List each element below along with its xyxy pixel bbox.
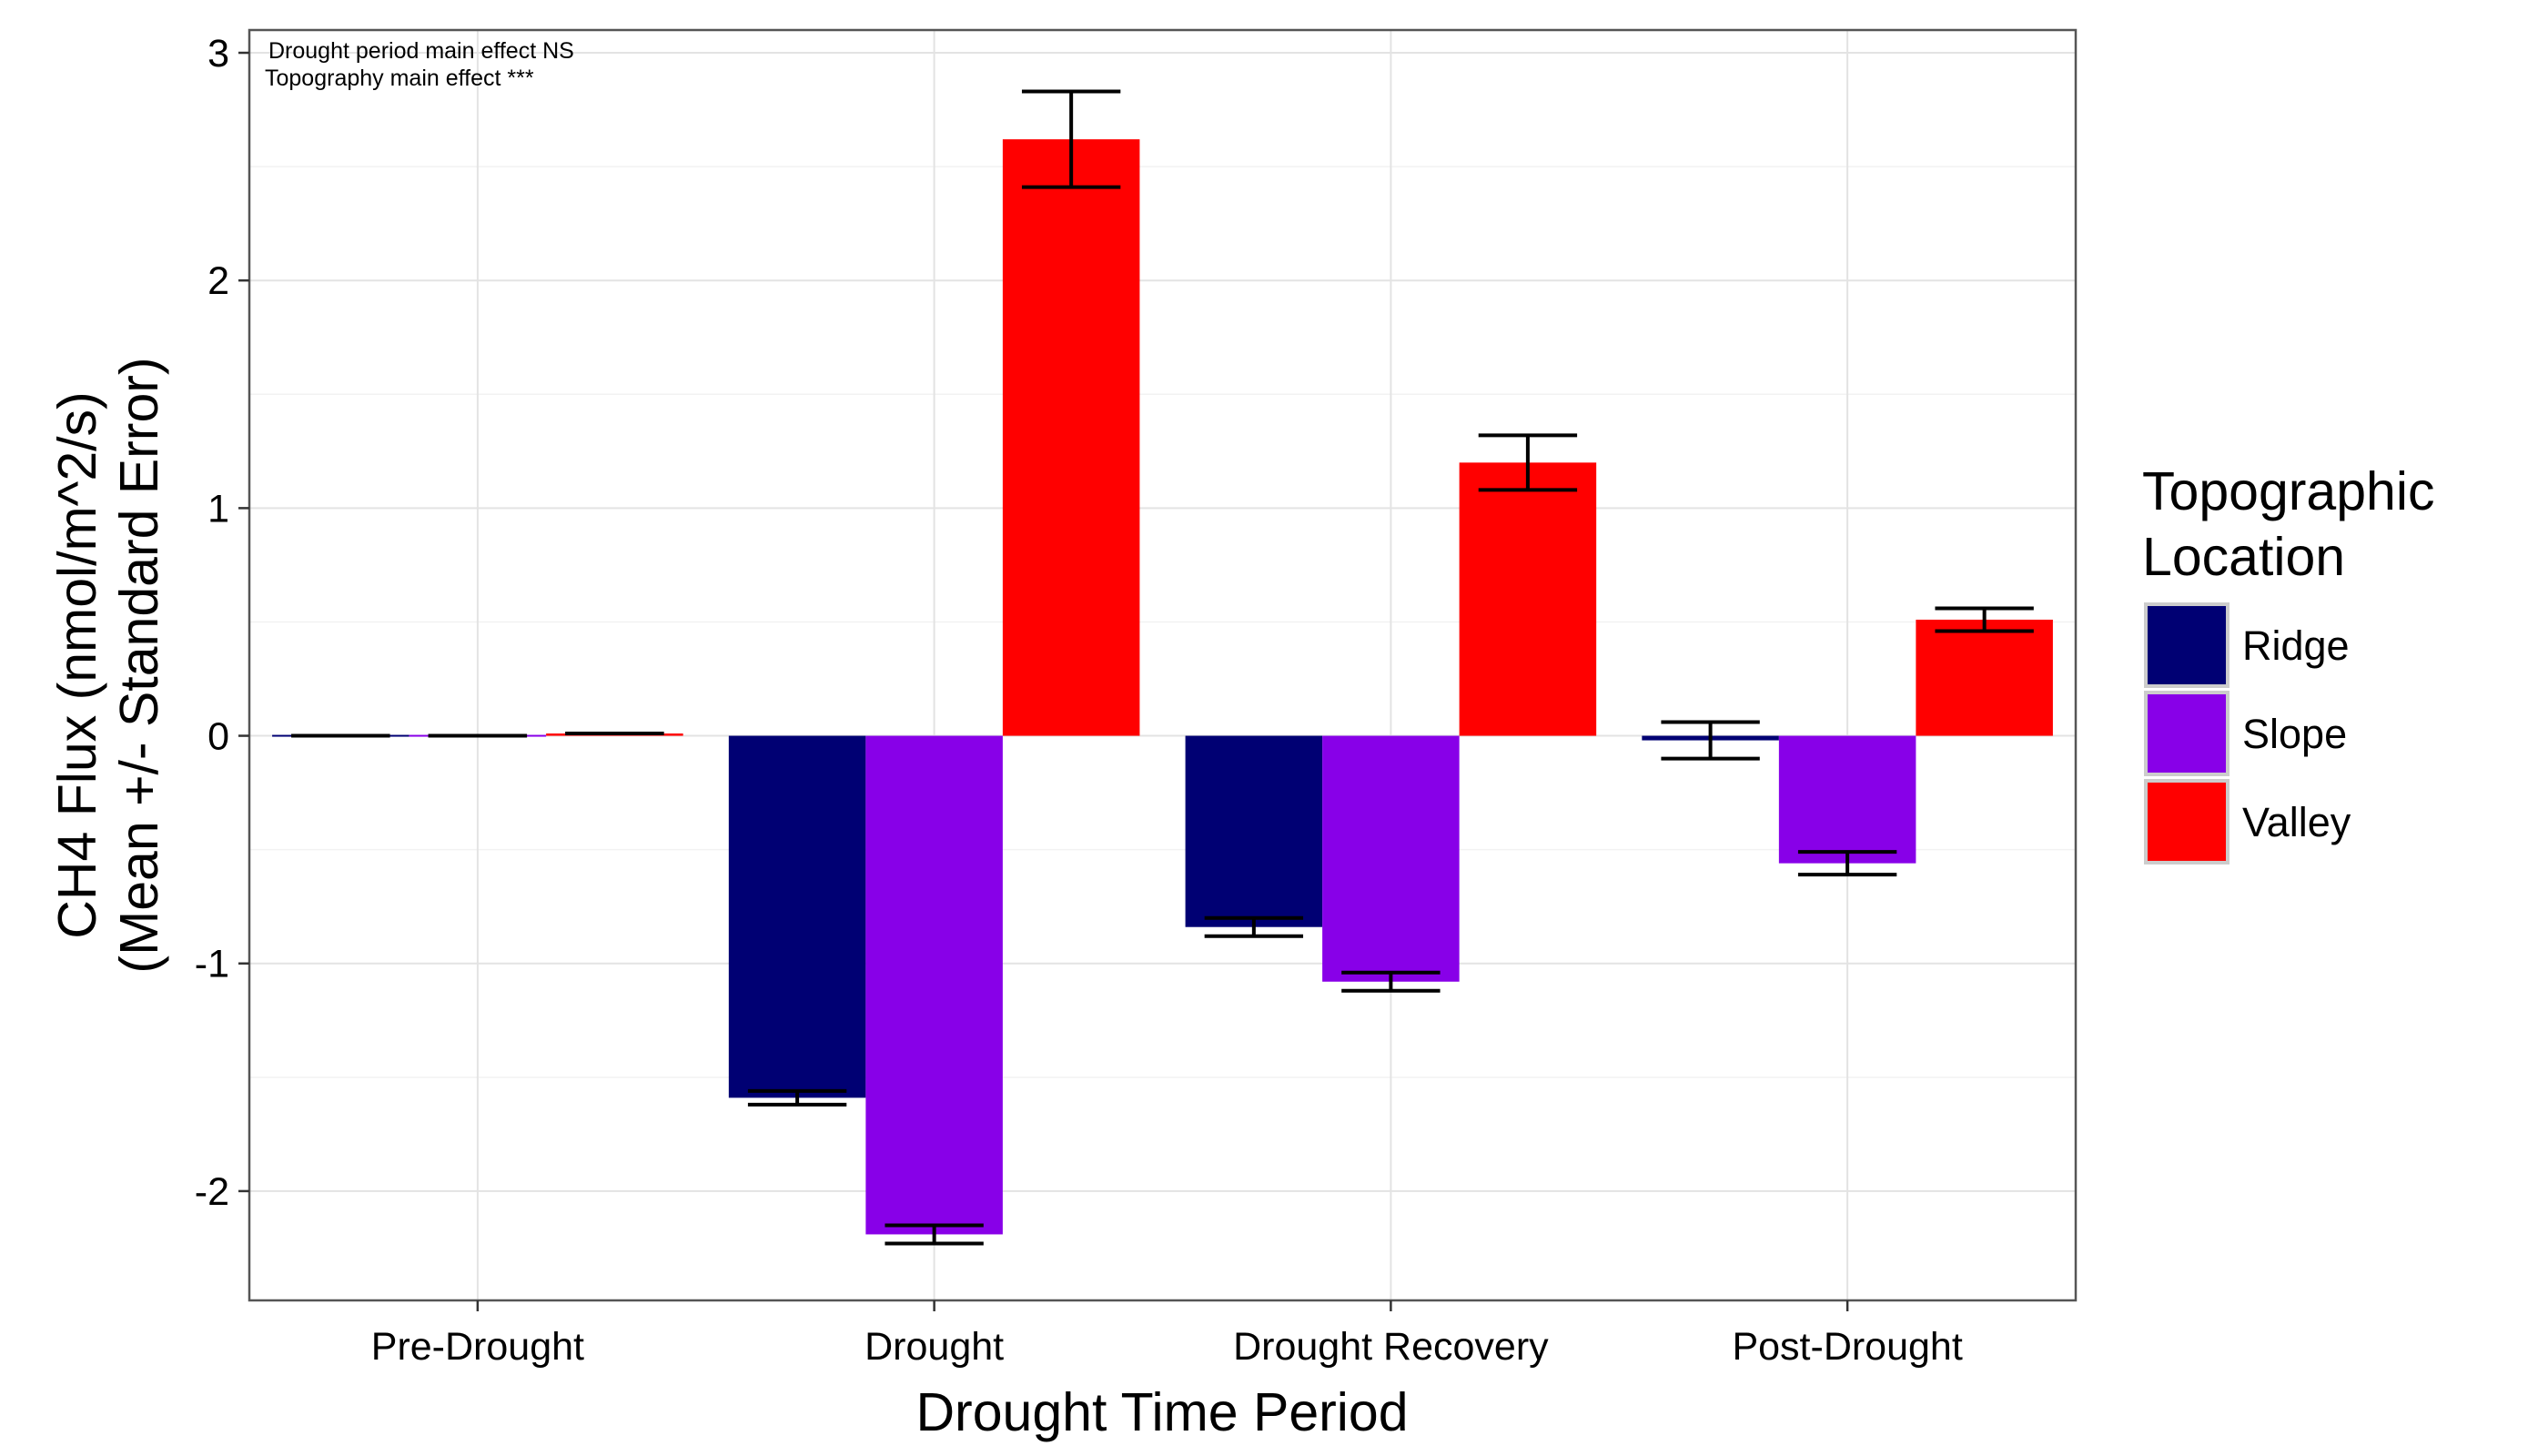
x-tick-label: Drought Recovery <box>1233 1325 1549 1369</box>
error-bars <box>291 89 2034 1246</box>
error-bar-ridge <box>747 1088 847 1107</box>
error-bar-ridge <box>1204 915 1304 938</box>
legend: Topographic Location Ridge Slope Valley <box>2142 461 2434 864</box>
x-tick-label: Drought <box>864 1325 1004 1369</box>
legend-label-valley: Valley <box>2242 799 2351 845</box>
legend-title-line2: Location <box>2142 527 2345 587</box>
annotation-topography-effect: Topography main effect *** <box>265 66 534 91</box>
panel-border <box>248 28 2078 1302</box>
error-bar-slope <box>885 1223 984 1246</box>
error-bar-valley <box>1935 606 2034 633</box>
legend-item-ridge: Ridge <box>2144 602 2350 688</box>
bar-ridge <box>728 735 866 1098</box>
legend-label-ridge: Ridge <box>2242 622 2350 669</box>
panel-background <box>249 30 2076 1300</box>
y-axis-title: CH4 Flux (nmol/m^2/s) (Mean +/- Standard… <box>47 357 169 973</box>
legend-title-line1: Topographic <box>2142 461 2434 521</box>
bar-slope <box>1778 735 1916 864</box>
bar-ridge <box>1185 735 1323 927</box>
error-bar-ridge <box>1661 720 1760 761</box>
bar-slope <box>1322 735 1460 982</box>
error-bar-slope <box>1341 970 1441 993</box>
y-tick-label: -1 <box>195 943 229 986</box>
legend-key-valley <box>2144 779 2230 864</box>
error-bar-valley <box>1478 433 1578 492</box>
y-tick-label: -2 <box>195 1170 229 1214</box>
y-axis: -2 -1 0 1 2 3 <box>195 32 249 1214</box>
legend-item-slope: Slope <box>2144 691 2347 776</box>
y-axis-title-line1: CH4 Flux (nmol/m^2/s) <box>47 391 107 938</box>
bar-valley <box>1916 619 2053 736</box>
error-bar-slope <box>1797 850 1897 877</box>
bars <box>272 139 2053 1235</box>
annotation-drought-effect: Drought period main effect NS <box>268 38 574 64</box>
y-tick-label: 0 <box>207 715 229 759</box>
y-tick-label: 2 <box>207 259 229 303</box>
y-tick-label: 3 <box>207 32 229 76</box>
x-tick-label: Pre-Drought <box>371 1325 584 1369</box>
x-axis-title: Drought Time Period <box>915 1382 1408 1442</box>
y-axis-title-line2: (Mean +/- Standard Error) <box>109 357 169 973</box>
legend-label-slope: Slope <box>2242 711 2347 757</box>
error-bar-valley <box>1021 89 1121 189</box>
bar-slope <box>865 735 1003 1235</box>
bar-valley <box>1002 139 1140 736</box>
legend-items: Ridge Slope Valley <box>2144 602 2351 864</box>
y-tick-label: 1 <box>207 487 229 531</box>
x-tick-label: Post-Drought <box>1732 1325 1962 1369</box>
legend-item-valley: Valley <box>2144 779 2351 864</box>
bar-valley <box>1459 462 1597 736</box>
legend-key-ridge <box>2144 602 2230 688</box>
legend-key-slope <box>2144 691 2230 776</box>
x-axis: Pre-Drought Drought Drought Recovery Post-D… <box>371 1300 1963 1369</box>
